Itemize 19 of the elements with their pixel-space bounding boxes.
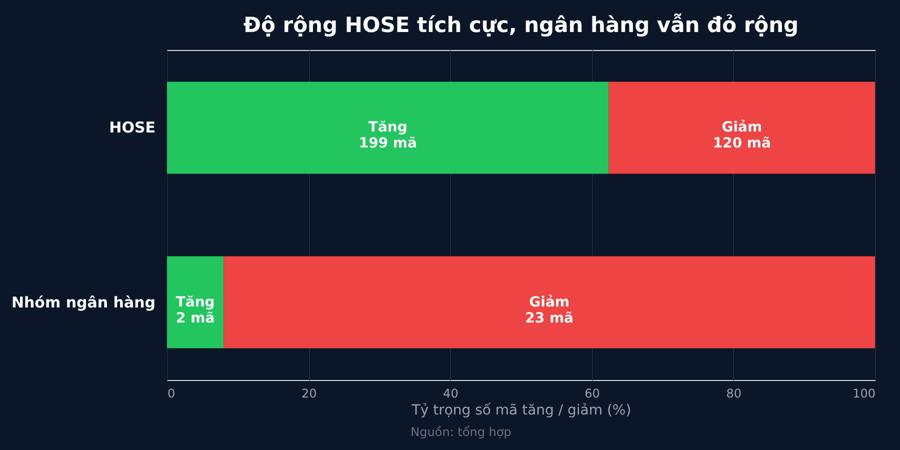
- x-tick-label: 0: [168, 386, 176, 400]
- annotation: 23 mã: [525, 310, 574, 326]
- annotation: 2 mã: [176, 310, 215, 326]
- chart-title: Độ rộng HOSE tích cực, ngân hàng vẫn đỏ rộng: [243, 13, 799, 37]
- text: Tăng: [368, 120, 408, 136]
- y-tick-label: HOSE: [109, 118, 156, 137]
- x-tick-label: 100: [852, 386, 876, 400]
- series-label: Giảm: [722, 120, 762, 136]
- x-tick-label: 40: [443, 386, 458, 400]
- annotation: 199 mã: [358, 136, 417, 152]
- x-tick-label: 20: [301, 386, 317, 400]
- series-label: Tăng: [176, 294, 215, 310]
- x-tick-label: 80: [726, 386, 742, 400]
- text: Giảm: [529, 294, 570, 310]
- x-axis-title: Tỷ trọng số mã tăng / giảm (%): [410, 402, 632, 418]
- text: Nguồn: tổng hợp: [410, 425, 512, 439]
- annotation: 120 mã: [712, 136, 771, 152]
- y-tick-label: Nhóm ngân hàng: [11, 293, 156, 312]
- x-tick-label: 60: [584, 386, 600, 400]
